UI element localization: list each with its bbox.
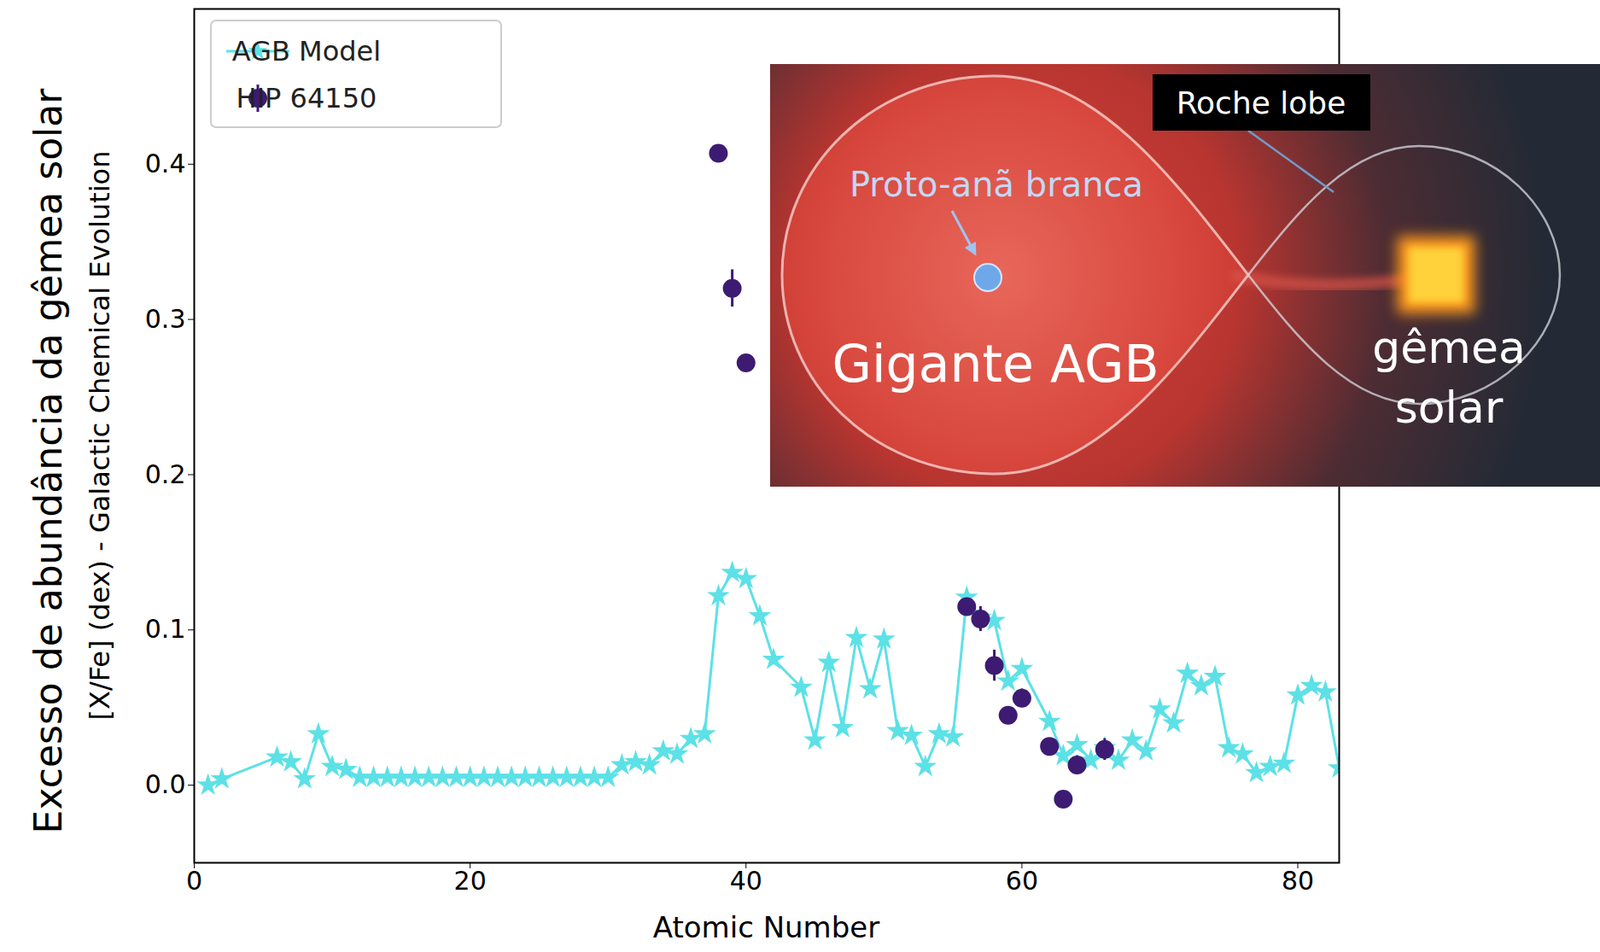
svg-text:0.1: 0.1 (145, 613, 187, 644)
svg-text:Proto-anã branca: Proto-anã branca (849, 164, 1144, 205)
svg-text:AGB Model: AGB Model (232, 35, 381, 68)
svg-text:0: 0 (186, 865, 203, 896)
svg-text:gêmeasolar: gêmeasolar (1372, 321, 1526, 433)
svg-text:[X/Fe] (dex) - Galactic Chemic: [X/Fe] (dex) - Galactic Chemical Evoluti… (83, 151, 117, 721)
svg-text:Atomic Number: Atomic Number (653, 910, 880, 945)
svg-text:0.2: 0.2 (145, 459, 187, 490)
svg-text:Roche lobe: Roche lobe (1176, 85, 1347, 121)
svg-text:0.4: 0.4 (145, 148, 187, 179)
svg-text:80: 80 (1281, 865, 1314, 896)
svg-text:0.3: 0.3 (145, 303, 187, 334)
svg-text:Excesso de abundância da gêmea: Excesso de abundância da gêmea solar (26, 87, 71, 835)
svg-text:60: 60 (1005, 865, 1039, 896)
svg-text:20: 20 (454, 865, 487, 896)
svg-text:Gigante AGB: Gigante AGB (831, 333, 1159, 394)
svg-text:0.0: 0.0 (145, 769, 187, 800)
svg-text:40: 40 (729, 865, 763, 896)
svg-text:HIP 64150: HIP 64150 (236, 81, 378, 115)
